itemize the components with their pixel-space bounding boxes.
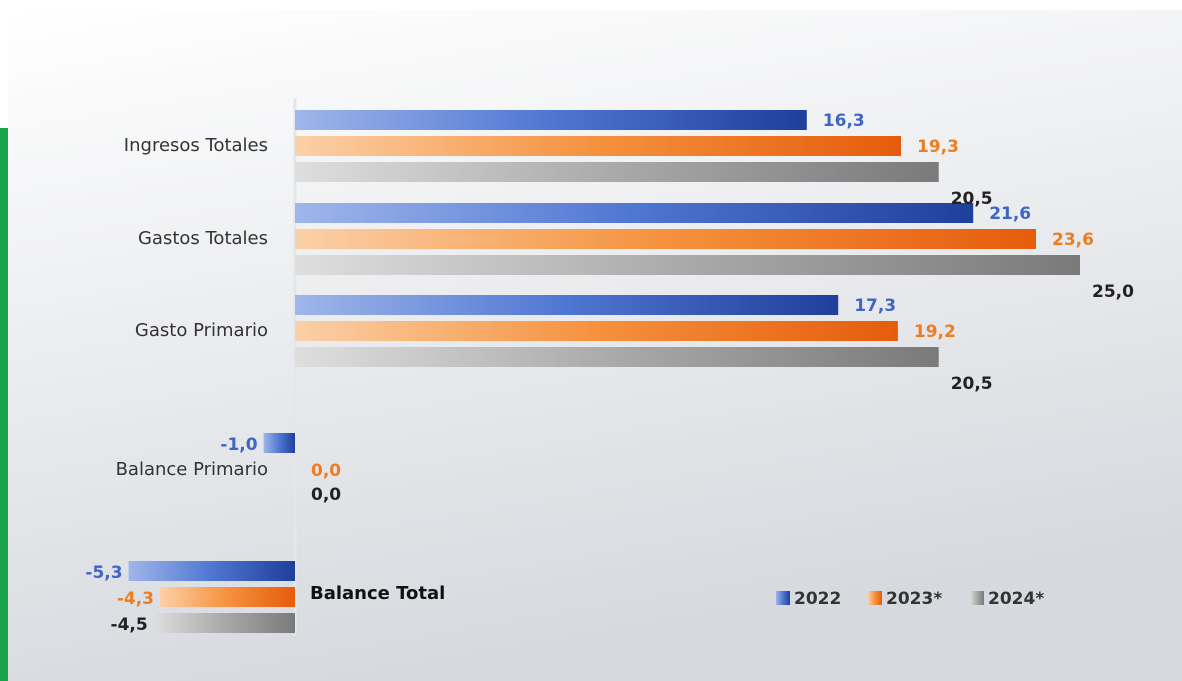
bar-gasto-primario-2023 xyxy=(295,321,898,341)
value-label-balance-total-2023: -4,3 xyxy=(117,589,154,609)
bar-balance-total-2022 xyxy=(128,561,295,581)
legend-label-2022: 2022 xyxy=(794,589,841,609)
value-label-balance-primario-2022: -1,0 xyxy=(220,435,257,455)
bar-gasto-primario-2022 xyxy=(295,295,839,315)
bar-ingresos-totales-2023 xyxy=(295,136,901,156)
legend-item-2022[interactable]: 2022 xyxy=(776,589,841,609)
category-label-gasto-primario: Gasto Primario xyxy=(135,320,268,341)
legend-swatch-2023 xyxy=(868,591,882,605)
category-label-gastos-totales: Gastos Totales xyxy=(138,228,268,249)
legend-label-2024: 2024* xyxy=(988,589,1044,609)
value-label-ingresos-totales-2024: 20,5 xyxy=(951,189,993,209)
bar-ingresos-totales-2024 xyxy=(295,162,939,182)
value-label-gastos-totales-2023: 23,6 xyxy=(1052,230,1094,250)
category-label-balance-total: Balance Total xyxy=(310,583,445,604)
legend-item-2023[interactable]: 2023* xyxy=(868,589,942,609)
value-label-gasto-primario-2024: 20,5 xyxy=(951,374,993,394)
value-label-ingresos-totales-2022: 16,3 xyxy=(823,111,865,131)
bar-gasto-primario-2024 xyxy=(295,347,939,367)
bar-gastos-totales-2022 xyxy=(295,203,974,223)
value-label-gasto-primario-2022: 17,3 xyxy=(854,296,896,316)
category-label-ingresos-totales: Ingresos Totales xyxy=(124,135,268,156)
bar-ingresos-totales-2022 xyxy=(295,110,807,130)
value-label-balance-primario-2024: 0,0 xyxy=(311,485,341,505)
legend-swatch-2024 xyxy=(970,591,984,605)
bar-balance-total-2023 xyxy=(160,587,295,607)
value-label-balance-primario-2023: 0,0 xyxy=(311,461,341,481)
legend-swatch-2022 xyxy=(776,591,790,605)
bar-balance-total-2024 xyxy=(153,613,295,633)
bar-gastos-totales-2024 xyxy=(295,255,1080,275)
bar-gastos-totales-2023 xyxy=(295,229,1036,249)
bars xyxy=(128,110,1080,633)
value-label-gastos-totales-2022: 21,6 xyxy=(989,204,1031,224)
value-label-gastos-totales-2024: 25,0 xyxy=(1092,282,1134,302)
bar-balance-primario-2022 xyxy=(263,433,295,453)
category-label-balance-primario: Balance Primario xyxy=(116,459,268,480)
legend-label-2023: 2023* xyxy=(886,589,942,609)
accent-stripe xyxy=(0,128,8,681)
category-labels: Ingresos Totales Gastos Totales Gasto Prim… xyxy=(116,135,446,604)
legend-item-2024[interactable]: 2024* xyxy=(970,589,1044,609)
legend[interactable]: 2022 2023* 2024* xyxy=(776,589,1044,609)
value-label-ingresos-totales-2023: 19,3 xyxy=(917,137,959,157)
value-labels: 16,319,320,521,623,625,017,319,220,5-1,0… xyxy=(85,111,1134,635)
value-label-balance-total-2024: -4,5 xyxy=(111,615,148,635)
value-label-gasto-primario-2023: 19,2 xyxy=(914,322,956,342)
value-label-balance-total-2022: -5,3 xyxy=(85,563,122,583)
